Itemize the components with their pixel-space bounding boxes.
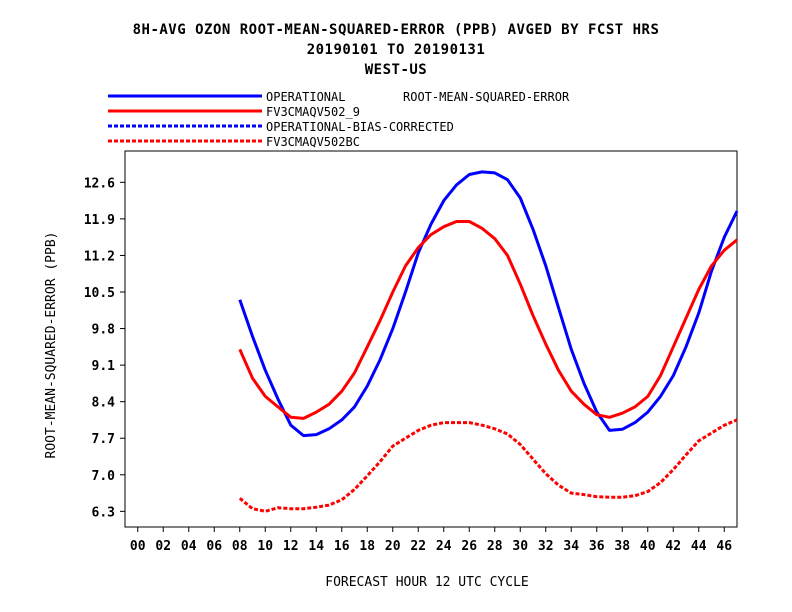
x-tick-label: 16 [334,539,350,554]
x-tick-label: 24 [436,539,452,554]
x-tick-label: 38 [614,539,630,554]
legend: OPERATIONALFV3CMAQV502_9OPERATIONAL-BIAS… [108,90,454,149]
y-tick-label: 11.9 [84,213,115,228]
x-tick-label: 10 [257,539,273,554]
chart-date-range: 20190101 TO 20190131 [306,42,486,58]
x-tick-label: 44 [691,539,707,554]
x-tick-label: 34 [563,539,579,554]
y-tick-label: 10.5 [84,286,115,301]
x-tick-label: 40 [640,539,656,554]
legend-label-1: OPERATIONAL [266,90,345,104]
x-tick-label: 30 [512,539,528,554]
y-tick-label: 7.0 [92,469,116,484]
x-tick-label: 06 [206,539,222,554]
x-tick-label: 08 [232,539,248,554]
x-tick-label: 32 [538,539,554,554]
plot-frame [124,150,738,528]
y-tick-label: 6.3 [92,505,115,520]
x-tick-label: 18 [359,539,375,554]
x-tick-label: 00 [130,539,146,554]
y-tick-label: 8.4 [92,396,116,411]
x-tick-label: 20 [385,539,401,554]
series-line-2 [238,220,738,420]
legend-label-2: FV3CMAQV502_9 [266,105,360,119]
y-tick-label: 11.2 [84,249,115,264]
x-tick-label: 28 [487,539,503,554]
x-tick-label: 22 [410,539,426,554]
y-tick-label: 9.8 [92,323,116,338]
y-tick-label: 9.1 [92,359,116,374]
legend-stat-label: ROOT-MEAN-SQUARED-ERROR [403,90,570,104]
x-tick-label: 46 [716,539,732,554]
series-layer [238,170,739,513]
x-axis-label: FORECAST HOUR 12 UTC CYCLE [325,575,529,590]
x-tick-label: 02 [155,539,171,554]
series-line-4 [238,418,738,513]
chart-region: WEST-US [364,62,428,78]
x-tick-label: 26 [461,539,477,554]
x-tick-label: 14 [308,539,324,554]
chart-title: 8H-AVG OZON ROOT-MEAN-SQUARED-ERROR (PPB… [132,22,660,38]
x-tick-label: 42 [665,539,681,554]
x-tick-label: 36 [589,539,605,554]
y-tick-label: 12.6 [84,176,115,191]
y-axis: 6.3 7.0 7.7 8.4 9.1 9.8 10.5 11.2 11.9 12.6 [84,176,125,520]
y-tick-label: 7.7 [92,432,115,447]
series-line-1 [238,170,739,438]
x-tick-label: 12 [283,539,299,554]
legend-label-4: FV3CMAQV502BC [266,135,360,149]
y-axis-label: ROOT-MEAN-SQUARED-ERROR (PPB) [44,232,59,459]
legend-label-3: OPERATIONAL-BIAS-CORRECTED [266,120,454,134]
x-axis: 00 02 04 06 08 10 12 14 16 18 20 22 24 26 28 30 32 34 36 38… [130,527,732,554]
x-tick-label: 04 [181,539,197,554]
